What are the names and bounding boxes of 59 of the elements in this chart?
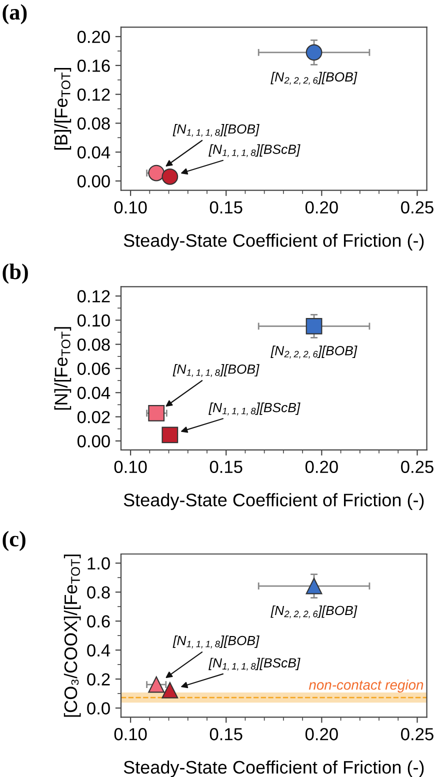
- y-axis-title: [CO₃/COOX]/[Fe$_{TOT}$]: [64, 554, 81, 717]
- point: [148, 164, 165, 182]
- x-tick-label: 0.15: [210, 460, 242, 474]
- text: [N$_{1,1,1,8}$][BScB]: [208, 658, 300, 671]
- x-tick-label: 0.20: [305, 460, 338, 474]
- text: [N$_{1,1,1,8}$][BOB]: [172, 124, 260, 137]
- chart-title: (c): [2, 530, 26, 552]
- point: [162, 682, 178, 698]
- text: [N$_{1,1,1,8}$][BScB]: [208, 402, 300, 416]
- y-tick-label: 0.2: [87, 673, 110, 686]
- x-axis-title: Steady-State Coefficient of Friction (-): [124, 493, 424, 510]
- point: [306, 578, 322, 594]
- y-tick-label: 0.08: [77, 117, 110, 130]
- y-tick-label: 0.0: [87, 702, 110, 715]
- y-tick-label: 0.16: [77, 60, 110, 72]
- text: [N$_{1,1,1,8}$][BOB]: [172, 636, 260, 648]
- series-label: [N$_{2,2,2,6}$][BOB]: [270, 346, 358, 358]
- point: [306, 44, 322, 61]
- x-axis-title: Steady-State Coefficient of Friction (-): [124, 760, 424, 777]
- point: [306, 318, 322, 334]
- x-tick-label: 0.10: [114, 460, 147, 474]
- point: [162, 426, 178, 444]
- x-tick-label: 0.20: [305, 201, 338, 214]
- y-tick-label: 0.04: [77, 146, 110, 159]
- x-axis-title: Steady-State Coefficient of Friction (-): [124, 234, 424, 250]
- x-tick-label: 0.10: [114, 201, 147, 214]
- x-tick-label: 0.25: [401, 201, 434, 214]
- point: [148, 404, 165, 422]
- y-tick-label: 0.4: [87, 644, 110, 657]
- y-tick-label: 1.0: [88, 557, 110, 570]
- x-tick-label: 0.25: [401, 728, 434, 740]
- y-tick-label: 0.04: [77, 386, 110, 400]
- y-tick-label: 0.08: [77, 338, 110, 351]
- point: [162, 168, 178, 185]
- y-tick-label: 0.12: [77, 88, 110, 101]
- series-label: [N$_{2,2,2,6}$][BOB]: [270, 605, 358, 618]
- y-tick-label: 0.00: [77, 435, 110, 448]
- y-tick-label: 0.10: [77, 314, 110, 327]
- x-tick-label: 0.10: [114, 728, 147, 740]
- y-tick-label: 0.02: [77, 410, 110, 424]
- band-label: non-contact region: [308, 680, 424, 693]
- x-tick-label: 0.25: [401, 460, 434, 474]
- y-tick-label: 0.20: [77, 30, 110, 44]
- text: [N$_{1,1,1,8}$][BOB]: [172, 364, 260, 377]
- point: [148, 676, 165, 693]
- y-tick-label: 0.12: [77, 290, 110, 302]
- x-tick-label: 0.15: [210, 728, 242, 740]
- y-tick-label: 0.00: [77, 175, 110, 188]
- y-tick-label: 0.6: [87, 615, 110, 628]
- x-tick-label: 0.20: [305, 728, 338, 740]
- y-tick-label: 0.8: [87, 586, 110, 599]
- chart-title: (a): [2, 4, 27, 24]
- series-label: [N$_{2,2,2,6}$][BOB]: [270, 72, 358, 85]
- text: [N$_{1,1,1,8}$][BScB]: [208, 144, 300, 158]
- x-tick-label: 0.15: [210, 201, 242, 214]
- chart-title: (b): [2, 264, 28, 284]
- y-axis-title: [N]/[Fe$_{TOT}$]: [54, 327, 72, 410]
- y-tick-label: 0.06: [77, 362, 110, 375]
- y-axis-title: [B]/[Fe$_{TOT}$]: [54, 68, 72, 150]
